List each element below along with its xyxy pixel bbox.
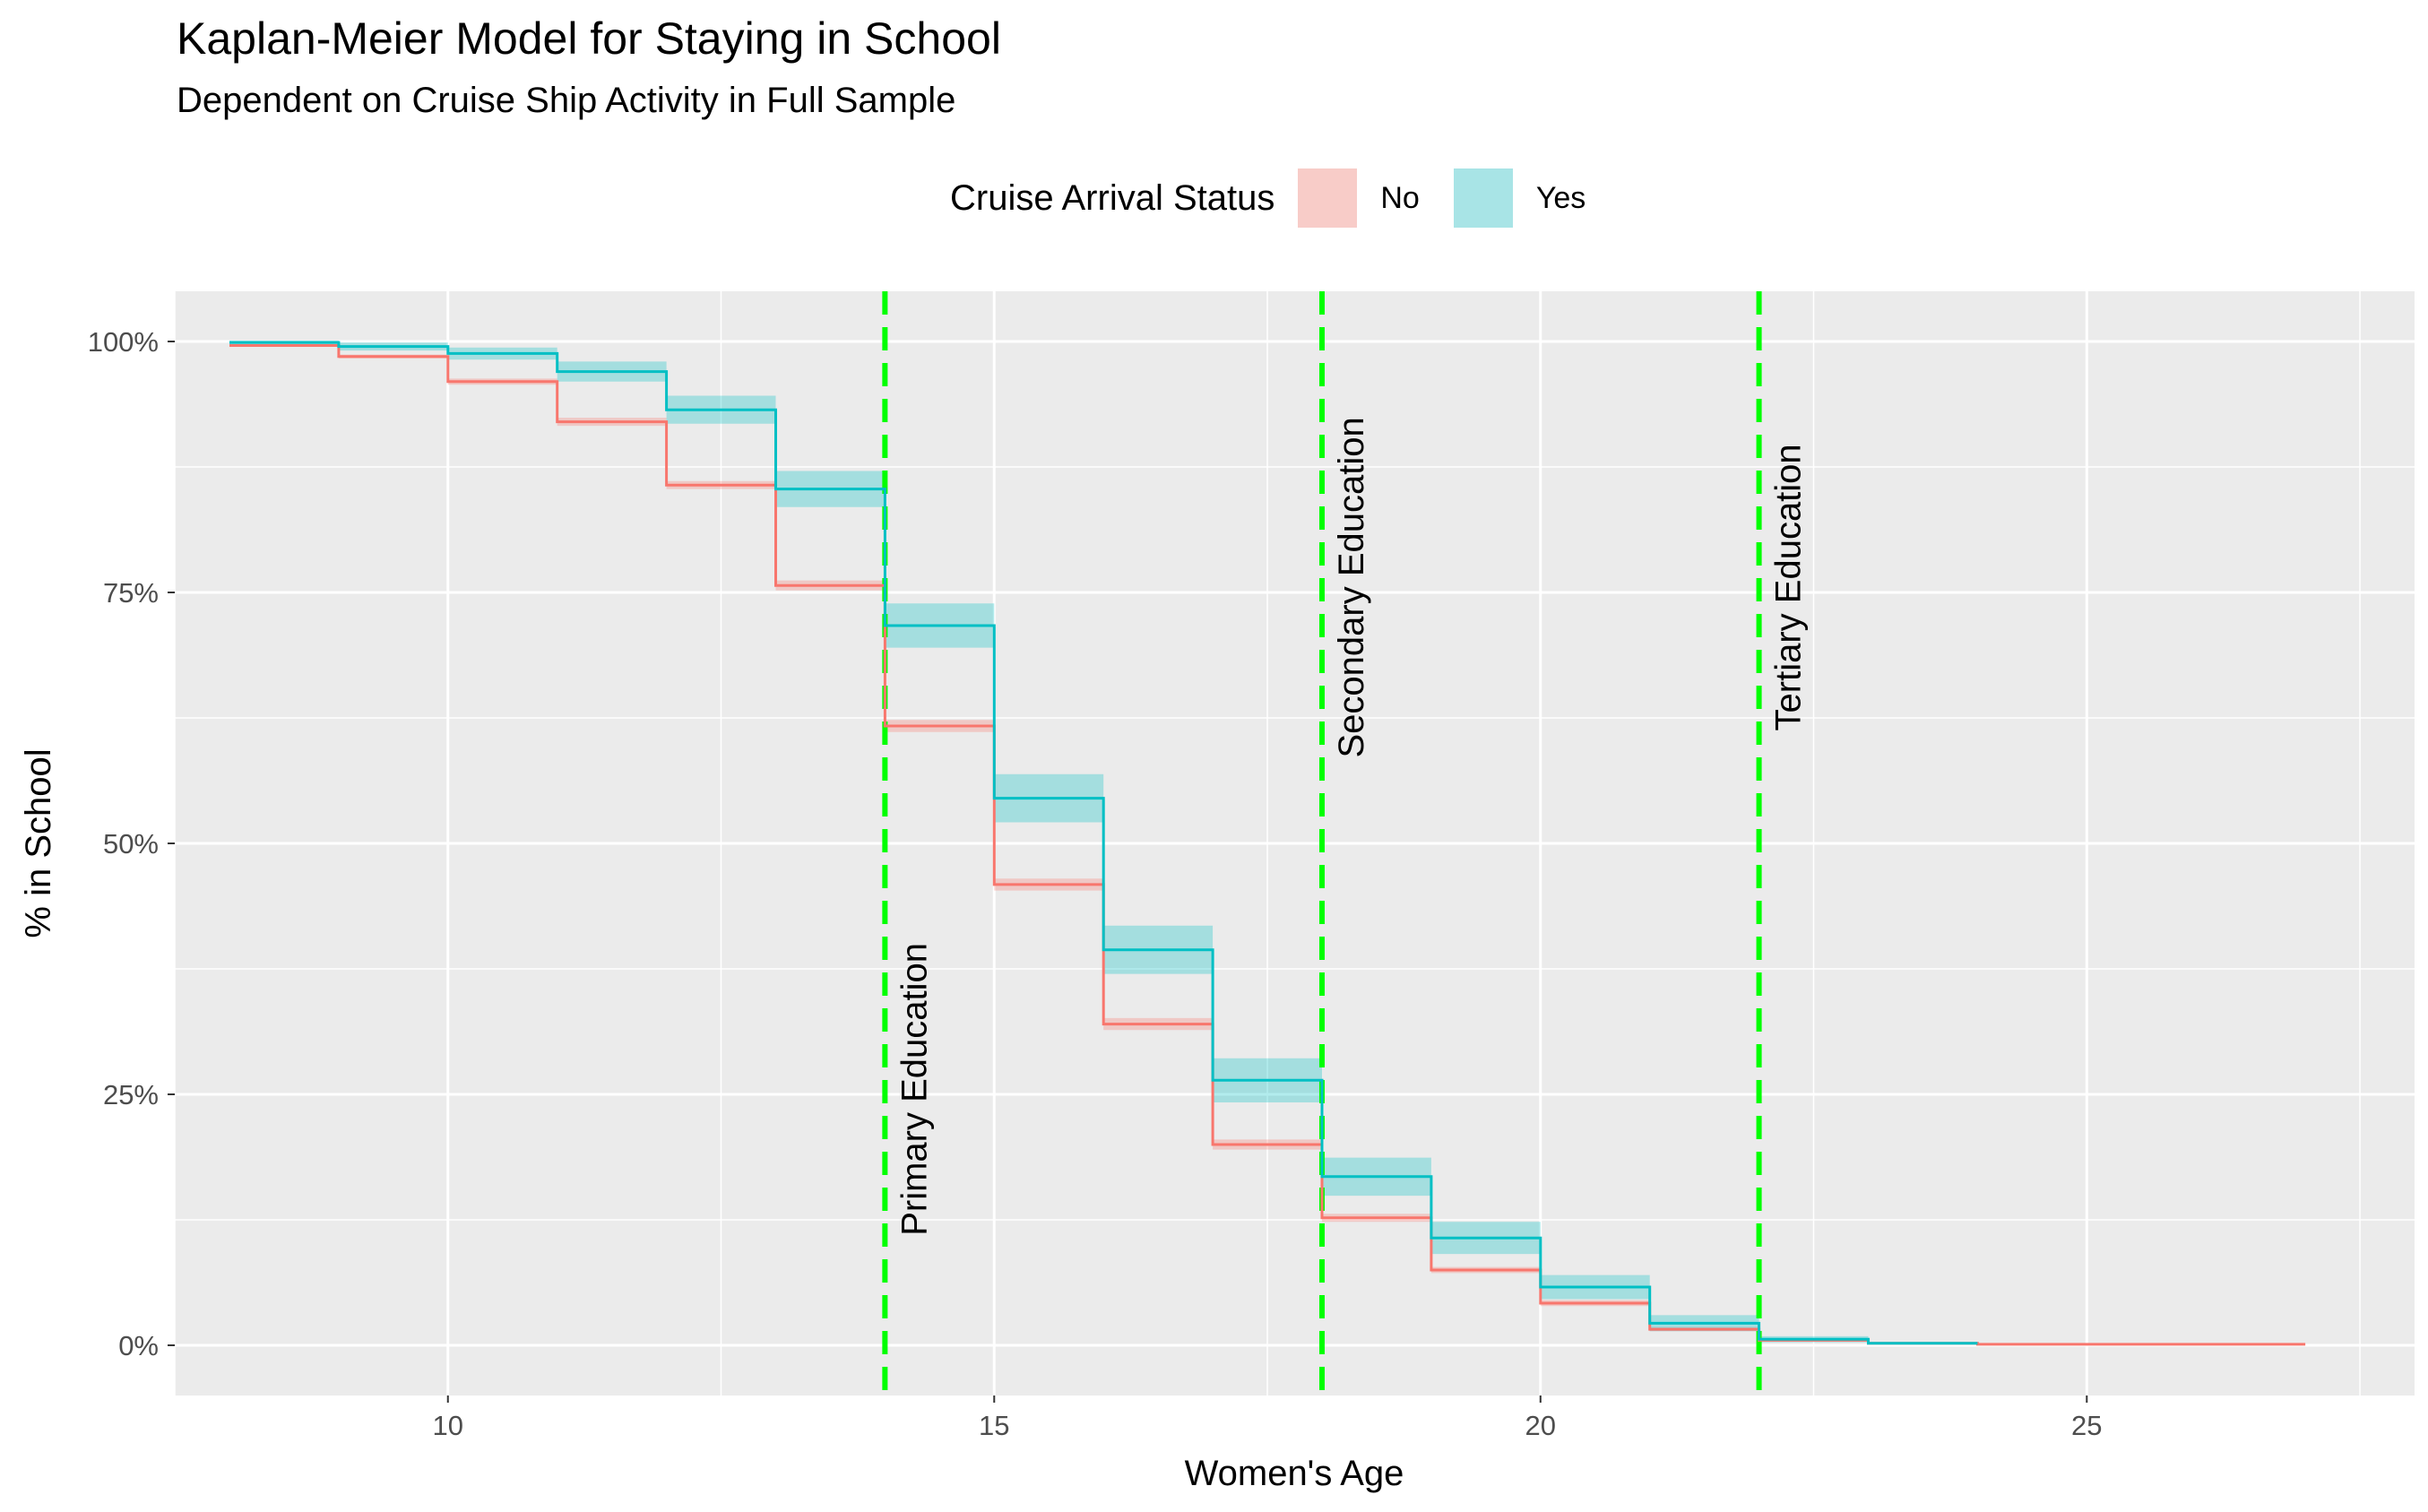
chart-subtitle: Dependent on Cruise Ship Activity in Ful… bbox=[177, 81, 956, 120]
ref-label-primary-education: Primary Education bbox=[894, 943, 934, 1236]
km-curve-yes bbox=[229, 341, 1978, 1345]
y-tick-label: 0% bbox=[118, 1330, 159, 1361]
x-tick-label: 10 bbox=[433, 1410, 463, 1441]
x-tick-label: 15 bbox=[979, 1410, 1009, 1441]
y-tick-label: 25% bbox=[103, 1079, 159, 1110]
chart-title: Kaplan-Meier Model for Staying in School bbox=[177, 13, 1001, 64]
x-axis-title: Women's Age bbox=[1185, 1454, 1404, 1493]
y-tick-label: 100% bbox=[88, 326, 159, 358]
ref-label-tertiary-education: Tertiary Education bbox=[1769, 444, 1809, 730]
ref-label-secondary-education: Secondary Education bbox=[1332, 417, 1371, 757]
legend-key-yes bbox=[1453, 168, 1513, 228]
y-axis-title: % in School bbox=[19, 748, 58, 937]
legend-label-no: No bbox=[1380, 180, 1420, 215]
x-axis: 10 15 20 25 bbox=[433, 1395, 2103, 1441]
y-axis: 0% 25% 50% 75% 100% bbox=[88, 326, 175, 1361]
legend-label-yes: Yes bbox=[1535, 180, 1586, 215]
y-tick-label: 75% bbox=[103, 577, 159, 609]
y-tick-label: 50% bbox=[103, 828, 159, 860]
legend-title: Cruise Arrival Status bbox=[950, 177, 1275, 218]
x-tick-label: 20 bbox=[1525, 1410, 1556, 1441]
legend: Cruise Arrival Status No Yes bbox=[950, 166, 1620, 230]
reference-lines bbox=[882, 291, 1762, 1395]
reference-labels: Primary Education Secondary Education Tert… bbox=[894, 417, 1808, 1236]
legend-key-no bbox=[1298, 168, 1358, 228]
x-tick-label: 25 bbox=[2071, 1410, 2102, 1441]
survival-curves bbox=[229, 341, 2306, 1346]
